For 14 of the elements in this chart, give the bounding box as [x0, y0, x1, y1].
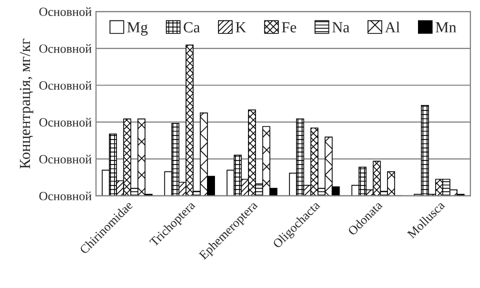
legend-label: K	[236, 22, 246, 32]
text: Основной	[39, 81, 92, 90]
legend-label: Fe	[282, 22, 296, 32]
text: Основной	[39, 118, 92, 127]
text: Основной	[39, 154, 92, 164]
legend-label: Ca	[184, 22, 200, 32]
legend-label: Mn	[436, 22, 456, 32]
text: Основной	[39, 192, 92, 200]
y-axis-title: Концентрація, мг/кг	[20, 38, 34, 169]
legend-label: Mg	[127, 22, 148, 36]
text: Основной	[39, 44, 92, 53]
text: Основной	[39, 7, 92, 16]
legend-label: Al	[384, 22, 400, 32]
legend-label: Na	[332, 22, 350, 32]
